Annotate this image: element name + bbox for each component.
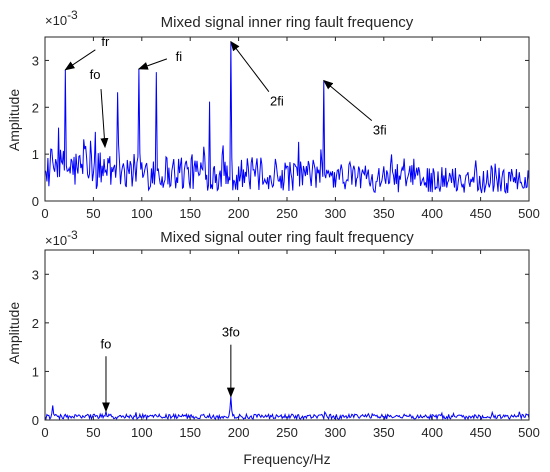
x-tick-label: 250 <box>276 425 298 440</box>
y-multiplier: ×10-3 <box>45 8 78 28</box>
annotation-arrow <box>100 89 109 149</box>
annotation-label: 2fi <box>270 94 284 109</box>
y-tick-label: 3 <box>32 267 39 282</box>
annotation-label: fr <box>101 34 110 49</box>
annotation-label: 3fi <box>373 123 387 138</box>
series-line <box>44 396 530 421</box>
x-tick-label: 400 <box>421 425 443 440</box>
x-ticks: 0 50 100 150 200 250 300 350 400 450 500 <box>41 250 540 440</box>
y-axis-label: Amplitude <box>6 302 22 364</box>
x-tick-label: 150 <box>179 206 201 221</box>
x-tick-label: 500 <box>518 425 540 440</box>
chart-title: Mixed signal outer ring fault frequency <box>160 229 414 246</box>
annotations: fo 3fo <box>101 325 240 413</box>
y-tick-label: 2 <box>32 316 39 331</box>
x-tick-label: 150 <box>179 425 201 440</box>
x-tick-label: 100 <box>131 425 153 440</box>
x-ticks: 0 50 100 150 200 250 300 350 400 450 500 <box>41 37 540 221</box>
series-line <box>44 41 530 195</box>
annotation-arrow <box>323 79 373 121</box>
plot-frame <box>44 36 530 202</box>
x-tick-label: 400 <box>421 206 443 221</box>
y-tick-label: 2 <box>32 100 39 115</box>
annotations: fr fo fi 2fi 3fi <box>64 34 387 149</box>
annotation-label: fo <box>101 336 112 351</box>
y-tick-label: 1 <box>32 147 39 162</box>
x-tick-label: 50 <box>86 206 100 221</box>
x-tick-label: 0 <box>41 425 48 440</box>
x-tick-label: 50 <box>86 425 100 440</box>
x-tick-label: 300 <box>325 206 347 221</box>
y-tick-label: 0 <box>32 413 39 428</box>
annotation-label: fi <box>176 49 183 64</box>
x-tick-label: 450 <box>470 206 492 221</box>
y-tick-label: 0 <box>32 194 39 209</box>
annotation-arrow <box>137 58 168 70</box>
x-tick-label: 200 <box>228 425 250 440</box>
x-axis-label: Frequency/Hz <box>243 451 330 467</box>
annotation-arrow <box>230 40 270 92</box>
y-tick-label: 1 <box>32 364 39 379</box>
y-multiplier: ×10-3 <box>45 228 78 248</box>
outer-ring-chart: Mixed signal outer ring fault frequency … <box>6 228 540 467</box>
annotation-label: 3fo <box>222 325 240 340</box>
inner-ring-chart: Mixed signal inner ring fault frequency … <box>6 8 540 221</box>
y-axis-label: Amplitude <box>6 89 22 151</box>
x-tick-label: 350 <box>373 206 395 221</box>
x-tick-label: 300 <box>325 425 347 440</box>
x-tick-label: 0 <box>41 206 48 221</box>
x-tick-label: 500 <box>518 206 540 221</box>
x-tick-label: 450 <box>470 425 492 440</box>
plot-frame <box>44 249 530 421</box>
x-tick-label: 100 <box>131 206 153 221</box>
annotation-arrow <box>64 49 96 71</box>
x-tick-label: 250 <box>276 206 298 221</box>
annotation-label: fo <box>90 67 101 82</box>
x-tick-label: 200 <box>228 206 250 221</box>
chart-title: Mixed signal inner ring fault frequency <box>161 14 414 31</box>
x-tick-label: 350 <box>373 425 395 440</box>
y-tick-label: 3 <box>32 53 39 68</box>
